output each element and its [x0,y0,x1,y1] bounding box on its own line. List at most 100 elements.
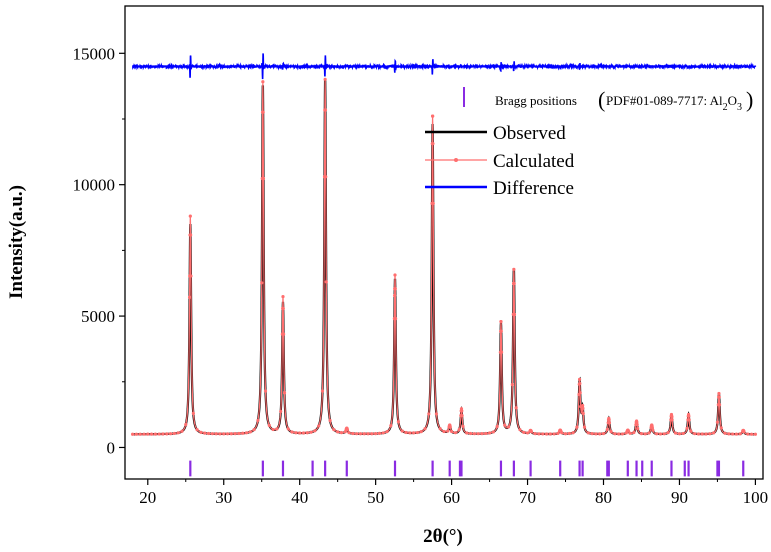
x-tick-label: 40 [291,488,308,507]
calculated-peak-marker [512,281,516,286]
calculated-marker [685,426,689,430]
calculated-marker [704,432,708,436]
calculated-marker [305,431,309,435]
calculated-peak-marker [670,414,674,418]
calculated-marker [317,424,321,428]
calculated-marker [427,412,431,416]
y-tick-label: 0 [107,438,116,457]
calculated-marker [708,432,712,436]
calculated-marker [267,423,271,427]
observed-curve [132,80,756,436]
calculated-marker [294,431,298,435]
calculated-peak-marker [607,421,612,425]
x-tick-label: 50 [367,488,384,507]
calculated-marker [309,430,313,434]
calculated-peak-marker [581,411,585,416]
calculated-marker [601,431,606,436]
calculated-marker [389,423,393,428]
calculated-peak-marker [499,329,503,333]
bragg-phase-o: O [728,93,737,108]
calculated-marker [647,431,651,435]
calculated-marker [746,432,750,436]
calculated-peak-marker [578,381,582,386]
difference-curve [131,53,757,80]
calculated-marker [199,430,203,434]
calculated-peak-marker [626,429,631,433]
calculated-marker [518,428,522,432]
calculated-peak-marker [261,176,266,181]
calculated-peak-marker [431,141,435,146]
calculated-marker [453,431,457,435]
calculated-peak-marker [393,287,397,291]
calculated-peak-marker [635,423,639,427]
y-tick-label: 15000 [73,44,116,63]
calculated-marker [522,430,526,434]
calculated-marker [290,430,294,434]
calculated-peak-marker [448,425,452,429]
calculated-marker [731,432,735,436]
calculated-marker [298,431,302,435]
calculated-marker [157,432,161,436]
calculated-marker [582,425,587,429]
calculated-marker [377,431,382,435]
calculated-marker [347,431,351,435]
calculated-marker [301,431,306,435]
calculated-marker [218,432,222,436]
calculated-marker [419,430,423,434]
calculated-marker [681,431,685,436]
calculated-marker [324,280,328,284]
calculated-marker [533,432,537,436]
calculated-marker [476,432,480,436]
calculated-marker [636,426,640,431]
calculated-marker [495,424,499,429]
calculated-marker [252,427,256,432]
calculated-marker [153,432,157,436]
x-axis-title: 2θ(°) [423,526,463,547]
calculated-peak-marker [717,403,722,407]
calculated-marker [366,432,370,436]
x-tick-label: 70 [519,488,536,507]
calculated-peak-marker [717,391,721,396]
calculated-marker [727,432,731,436]
calculated-peak-marker [281,332,286,336]
y-axis-title: Intensity(a.u.) [6,185,27,299]
calculated-peak-marker [431,114,435,118]
calculated-peak-marker [189,274,193,278]
calculated-markers [130,77,758,436]
calculated-peak-marker [323,108,328,112]
calculated-marker [187,295,192,299]
calculated-peak-marker [607,418,611,422]
calculated-marker [491,430,495,434]
calculated-marker [514,406,518,410]
calculated-marker [510,382,514,387]
bragg-legend-paren-close: ) [746,87,753,112]
calculated-marker [548,432,552,436]
calculated-marker [563,432,568,436]
calculated-marker [480,432,484,436]
x-tick-label: 30 [215,488,232,507]
calculated-marker [225,432,230,436]
calculated-marker [434,412,439,416]
calculated-marker [396,420,401,424]
calculated-marker [423,427,427,431]
legend-difference-label: Difference [493,178,574,199]
bragg-legend-phase: PDF#01-089-7717: Al2O3 [606,93,742,113]
calculated-marker [750,432,754,436]
calculated-peak-marker [281,306,285,311]
calculated-marker [168,432,173,436]
calculated-marker [677,432,682,436]
calculated-marker [438,427,442,431]
calculated-marker [719,426,723,430]
calculated-peak-marker [635,420,639,424]
calculated-peak-marker [650,425,654,430]
calculated-marker [693,432,697,436]
calculated-marker [461,424,465,428]
calculated-marker [134,432,138,436]
calculated-marker [674,431,678,435]
bragg-phase-sub1: 2 [723,102,728,113]
calculated-peak-marker [529,429,533,433]
calculated-marker [146,432,150,436]
calculated-marker [210,432,214,436]
calculated-peak-marker [394,317,398,321]
bragg-legend-paren-open: ( [598,87,605,112]
